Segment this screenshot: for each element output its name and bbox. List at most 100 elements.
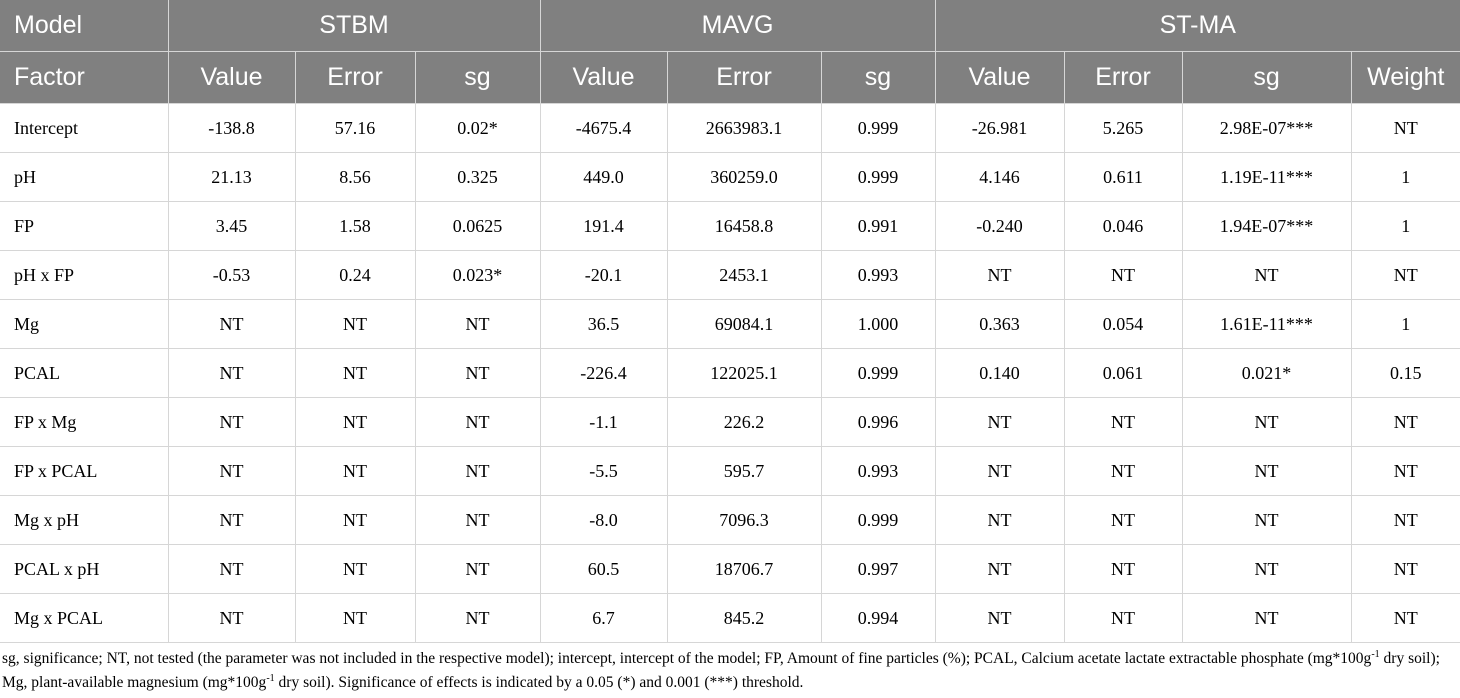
table-row: pH x FP -0.53 0.24 0.023* -20.1 2453.1 0.993 NT…	[0, 250, 1460, 300]
value-cell: NT	[1182, 544, 1352, 594]
value-cell: 57.16	[295, 103, 416, 153]
value-cell: NT	[168, 446, 296, 496]
value-cell: NT	[415, 397, 541, 447]
value-cell: 8.56	[295, 152, 416, 202]
value-cell: 0.991	[821, 201, 936, 251]
value-cell: 1.61E-11***	[1182, 299, 1352, 349]
factor-cell: Mg x pH	[0, 495, 169, 545]
value-cell: NT	[415, 593, 541, 643]
value-cell: 0.611	[1064, 152, 1183, 202]
column-header: Error	[667, 51, 822, 104]
group-header-row: Model STBM MAVG ST-MA	[0, 0, 1460, 52]
value-cell: NT	[168, 397, 296, 447]
footnote-text-1: sg, significance; NT, not tested (the pa…	[2, 650, 1372, 667]
table-row: Mg NT NT NT 36.5 69084.1 1.000 0.363 0.054 1.61E-…	[0, 299, 1460, 349]
value-cell: 1	[1351, 299, 1460, 349]
factor-cell: FP x PCAL	[0, 446, 169, 496]
value-cell: NT	[295, 348, 416, 398]
value-cell: NT	[168, 348, 296, 398]
value-cell: 1.58	[295, 201, 416, 251]
value-cell: -0.53	[168, 250, 296, 300]
table-body: Intercept -138.8 57.16 0.02* -4675.4 2663983.…	[0, 103, 1460, 643]
value-cell: NT	[295, 593, 416, 643]
value-cell: NT	[1182, 593, 1352, 643]
value-cell: 0.999	[821, 103, 936, 153]
value-cell: -26.981	[935, 103, 1065, 153]
factor-cell: FP	[0, 201, 169, 251]
value-cell: -226.4	[540, 348, 668, 398]
value-cell: 0.021*	[1182, 348, 1352, 398]
footnote-superscript-1: -1	[1371, 648, 1380, 660]
value-cell: 0.02*	[415, 103, 541, 153]
value-cell: 845.2	[667, 593, 822, 643]
value-cell: NT	[168, 495, 296, 545]
value-cell: -5.5	[540, 446, 668, 496]
table-row: PCAL x pH NT NT NT 60.5 18706.7 0.997 NT NT NT NT	[0, 544, 1460, 594]
model-header: Model	[0, 0, 169, 52]
value-cell: 449.0	[540, 152, 668, 202]
value-cell: NT	[1182, 397, 1352, 447]
value-cell: 7096.3	[667, 495, 822, 545]
footnote-superscript-2: -1	[266, 672, 275, 684]
value-cell: -0.240	[935, 201, 1065, 251]
value-cell: NT	[1351, 250, 1460, 300]
table-row: FP x PCAL NT NT NT -5.5 595.7 0.993 NT NT NT NT	[0, 446, 1460, 496]
value-cell: NT	[1064, 495, 1183, 545]
value-cell: NT	[935, 593, 1065, 643]
value-cell: 21.13	[168, 152, 296, 202]
value-cell: -1.1	[540, 397, 668, 447]
value-cell: NT	[1182, 446, 1352, 496]
factor-cell: FP x Mg	[0, 397, 169, 447]
value-cell: NT	[295, 446, 416, 496]
value-cell: -8.0	[540, 495, 668, 545]
column-header: Factor	[0, 51, 169, 104]
value-cell: NT	[1064, 250, 1183, 300]
value-cell: 0.046	[1064, 201, 1183, 251]
value-cell: NT	[295, 495, 416, 545]
value-cell: 1.94E-07***	[1182, 201, 1352, 251]
value-cell: 0.999	[821, 495, 936, 545]
group-header-mavg: MAVG	[540, 0, 936, 52]
value-cell: 0.023*	[415, 250, 541, 300]
table-row: Mg x PCAL NT NT NT 6.7 845.2 0.994 NT NT NT NT	[0, 593, 1460, 643]
value-cell: 2.98E-07***	[1182, 103, 1352, 153]
column-header: Value	[540, 51, 668, 104]
value-cell: 191.4	[540, 201, 668, 251]
value-cell: NT	[415, 299, 541, 349]
value-cell: 1	[1351, 152, 1460, 202]
value-cell: NT	[935, 495, 1065, 545]
value-cell: 0.993	[821, 446, 936, 496]
value-cell: 0.140	[935, 348, 1065, 398]
factor-cell: PCAL x pH	[0, 544, 169, 594]
value-cell: 1.19E-11***	[1182, 152, 1352, 202]
value-cell: 69084.1	[667, 299, 822, 349]
value-cell: 0.999	[821, 348, 936, 398]
value-cell: 16458.8	[667, 201, 822, 251]
column-header: sg	[1182, 51, 1352, 104]
value-cell: 0.994	[821, 593, 936, 643]
table-row: FP x Mg NT NT NT -1.1 226.2 0.996 NT NT NT NT	[0, 397, 1460, 447]
column-header: sg	[821, 51, 936, 104]
column-header-row: Factor Value Error sg Value Error sg Value Error…	[0, 51, 1460, 104]
value-cell: NT	[415, 495, 541, 545]
column-header: sg	[415, 51, 541, 104]
value-cell: NT	[1182, 250, 1352, 300]
value-cell: NT	[1064, 446, 1183, 496]
value-cell: 0.993	[821, 250, 936, 300]
value-cell: NT	[295, 299, 416, 349]
value-cell: NT	[1351, 446, 1460, 496]
value-cell: 1	[1351, 201, 1460, 251]
value-cell: 36.5	[540, 299, 668, 349]
value-cell: 0.997	[821, 544, 936, 594]
value-cell: NT	[1351, 103, 1460, 153]
value-cell: 0.996	[821, 397, 936, 447]
table-row: Intercept -138.8 57.16 0.02* -4675.4 2663983.…	[0, 103, 1460, 153]
value-cell: 60.5	[540, 544, 668, 594]
factor-cell: Intercept	[0, 103, 169, 153]
value-cell: 18706.7	[667, 544, 822, 594]
results-table: Model STBM MAVG ST-MA Factor Value Error sg…	[0, 0, 1460, 643]
value-cell: 4.146	[935, 152, 1065, 202]
value-cell: NT	[415, 446, 541, 496]
column-header: Value	[168, 51, 296, 104]
